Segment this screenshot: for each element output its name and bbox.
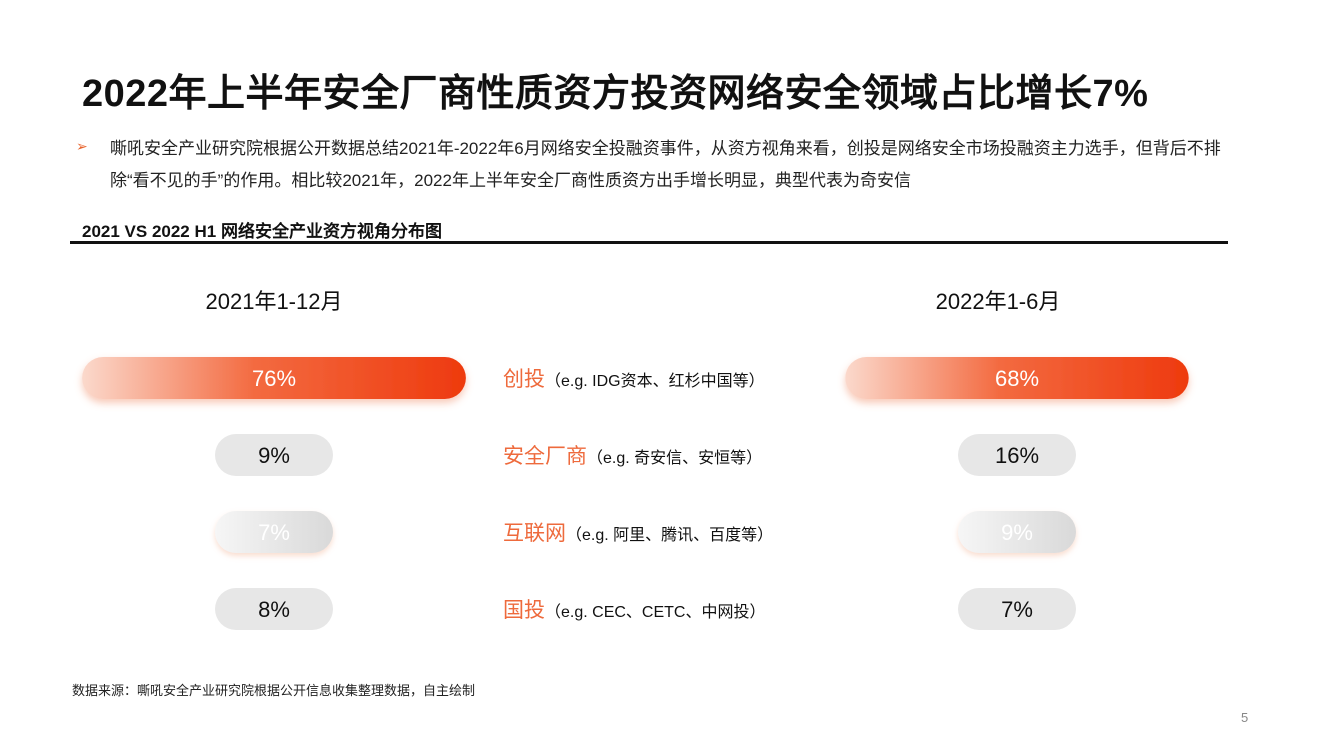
data-source-note: 数据来源：嘶吼安全产业研究院根据公开信息收集整理数据，自主绘制 [72,683,476,698]
category-label-0: 创投（e.g. IDG资本、红杉中国等） [503,368,765,391]
page-title: 2022年上半年安全厂商性质资方投资网络安全领域占比增长7% [82,73,1149,115]
bar-0-2 [215,511,333,553]
right-column-header: 2022年1-6月 [935,289,1061,314]
data-label-1-0: 68% [995,366,1039,391]
data-label-0-2: 7% [258,520,290,545]
section-divider [70,241,1228,244]
bullet-arrow-icon: ➢ [76,138,88,154]
intro-text: 嘶吼安全产业研究院根据公开数据总结2021年-2022年6月网络安全投融资事件，… [110,139,1221,190]
bar-1-2 [958,511,1076,553]
chart-section-label: 2021 VS 2022 H1 网络安全产业资方视角分布图 [82,222,442,241]
data-label-1-1: 16% [995,443,1039,468]
category-label-1: 安全厂商（e.g. 奇安信、安恒等） [503,445,762,468]
data-label-1-3: 7% [1001,597,1033,622]
data-label-0-1: 9% [258,443,290,468]
bar-1-3 [958,588,1076,630]
bar-0-3 [215,588,333,630]
intro-bullet: ➢ 嘶吼安全产业研究院根据公开数据总结2021年-2022年6月网络安全投融资事… [76,133,1256,197]
page-number: 5 [1241,710,1249,725]
category-label-3: 国投（e.g. CEC、CETC、中网投） [503,599,765,622]
left-column-header: 2021年1-12月 [205,289,343,314]
bar-0-0 [82,357,466,399]
data-label-1-2: 9% [1001,520,1033,545]
bar-0-1 [215,434,333,476]
bar-1-1 [958,434,1076,476]
data-label-0-0: 76% [252,366,296,391]
data-label-0-3: 8% [258,597,290,622]
bar-1-0 [845,357,1189,399]
category-label-2: 互联网（e.g. 阿里、腾讯、百度等） [503,522,773,545]
